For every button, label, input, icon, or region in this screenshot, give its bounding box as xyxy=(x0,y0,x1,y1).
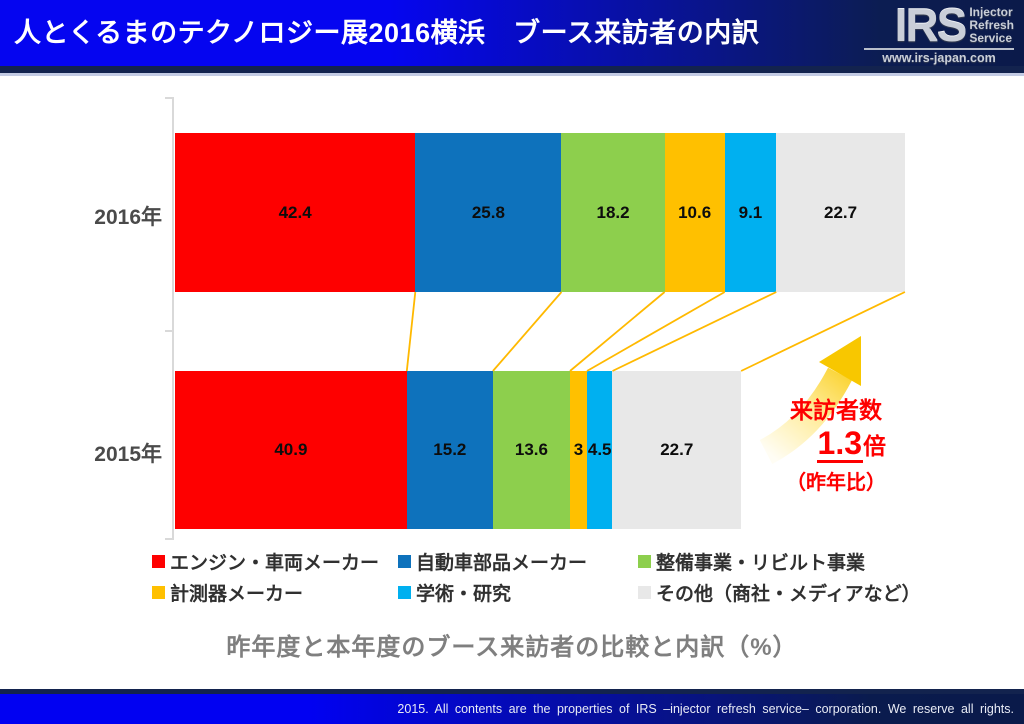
header-bar: 人とくるまのテクノロジー展2016横浜 ブース来訪者の内訳 IRS Inject… xyxy=(0,0,1024,66)
legend-item: 自動車部品メーカー xyxy=(398,548,638,575)
bar-segment: 40.9 xyxy=(175,371,407,529)
bar-value-label: 10.6 xyxy=(678,202,712,222)
footer-bar: 2015. All contents are the properties of… xyxy=(0,694,1024,724)
axis-tick xyxy=(165,538,173,540)
legend-label: 整備事業・リビルト事業 xyxy=(656,552,866,574)
bar-segment: 10.6 xyxy=(664,133,725,292)
legend-swatch xyxy=(398,554,411,568)
axis-tick xyxy=(165,330,173,332)
legend-swatch xyxy=(398,585,411,599)
logo-tagline-line: Refresh xyxy=(969,18,1014,32)
page-title: 人とくるまのテクノロジー展2016横浜 ブース来訪者の内訳 xyxy=(14,18,760,48)
chart-caption: 昨年度と本年度のブース来訪者の比較と内訳（%） xyxy=(226,634,798,661)
category-label-2015: 2015年 xyxy=(94,443,162,466)
bar-segment: 18.2 xyxy=(561,133,665,292)
bar-segment: 42.4 xyxy=(175,133,416,292)
legend-item: エンジン・車両メーカー xyxy=(152,548,398,575)
header-divider xyxy=(0,73,1024,76)
axis-tick xyxy=(165,97,173,99)
irs-logo: IRS Injector Refresh Service www.irs-jap… xyxy=(864,0,1014,65)
logo-tagline-line: Injector xyxy=(969,5,1013,19)
annotation-unit: 倍 xyxy=(863,433,886,459)
bar-value-label: 22.7 xyxy=(823,202,858,222)
category-label-2016: 2016年 xyxy=(94,206,162,229)
legend: エンジン・車両メーカー 自動車部品メーカー 整備事業・リビルト事業計測器メーカー 学術… xyxy=(152,548,924,606)
bar-segment: 25.8 xyxy=(415,133,562,292)
header-strip xyxy=(0,66,1024,73)
annotation-multiplier: 1.3 xyxy=(816,425,863,463)
legend-label: エンジン・車両メーカー xyxy=(170,552,380,574)
logo-top: IRS Injector Refresh Service xyxy=(864,0,1014,51)
legend-swatch xyxy=(152,585,165,599)
annotation-multiplier-line: 1.3倍 xyxy=(776,427,896,463)
bar-value-label: 42.4 xyxy=(278,202,312,222)
footer-strip xyxy=(0,689,1024,694)
bar-segment: 13.6 xyxy=(492,371,570,529)
bar-2016: 42.4 25.8 18.2 10.6 9.1 22.7 xyxy=(175,133,905,292)
logo-tagline: Injector Refresh Service xyxy=(969,6,1014,45)
legend-label: 計測器メーカー xyxy=(170,583,304,605)
legend-label: 学術・研究 xyxy=(416,583,512,605)
bar-segment: 4.5 xyxy=(586,371,613,529)
bar-value-label: 3 xyxy=(573,440,584,459)
bar-segment: 15.2 xyxy=(406,371,493,529)
legend-item: 計測器メーカー xyxy=(152,579,398,606)
annotation-headline: 来訪者数 xyxy=(790,397,882,423)
bar-segment: 3 xyxy=(569,371,587,529)
bar-value-label: 9.1 xyxy=(738,202,763,222)
legend-swatch xyxy=(638,554,651,568)
bar-value-label: 22.7 xyxy=(660,440,694,459)
legend-swatch xyxy=(638,585,651,599)
bar-value-label: 25.8 xyxy=(471,202,505,222)
logo-tagline-line: Service xyxy=(969,31,1013,45)
bar-segment: 9.1 xyxy=(724,133,777,292)
bar-2015: 40.9 15.2 13.6 3 4.5 22.7 xyxy=(175,371,742,529)
annotation-note: （昨年比） xyxy=(786,472,886,494)
bar-value-label: 40.9 xyxy=(274,440,308,459)
bar-value-label: 4.5 xyxy=(587,440,612,459)
legend-item: その他（商社・メディアなど） xyxy=(638,579,924,606)
logo-url: www.irs-japan.com xyxy=(864,48,1014,65)
bar-value-label: 18.2 xyxy=(596,202,630,222)
logo-acronym: IRS xyxy=(894,0,968,51)
legend-label: その他（商社・メディアなど） xyxy=(656,583,921,605)
legend-label: 自動車部品メーカー xyxy=(416,552,588,574)
footer-copyright: 2015. All contents are the properties of… xyxy=(397,702,1014,716)
bar-segment: 22.7 xyxy=(776,133,905,292)
annotation-visitors: 来訪者数 1.3倍 （昨年比） xyxy=(776,391,896,495)
bar-value-label: 13.6 xyxy=(514,440,548,459)
bar-value-label: 15.2 xyxy=(433,440,467,459)
y-axis-line xyxy=(172,97,174,540)
legend-item: 学術・研究 xyxy=(398,579,638,606)
bar-segment: 22.7 xyxy=(612,371,742,529)
legend-item: 整備事業・リビルト事業 xyxy=(638,548,924,575)
legend-swatch xyxy=(152,554,165,568)
